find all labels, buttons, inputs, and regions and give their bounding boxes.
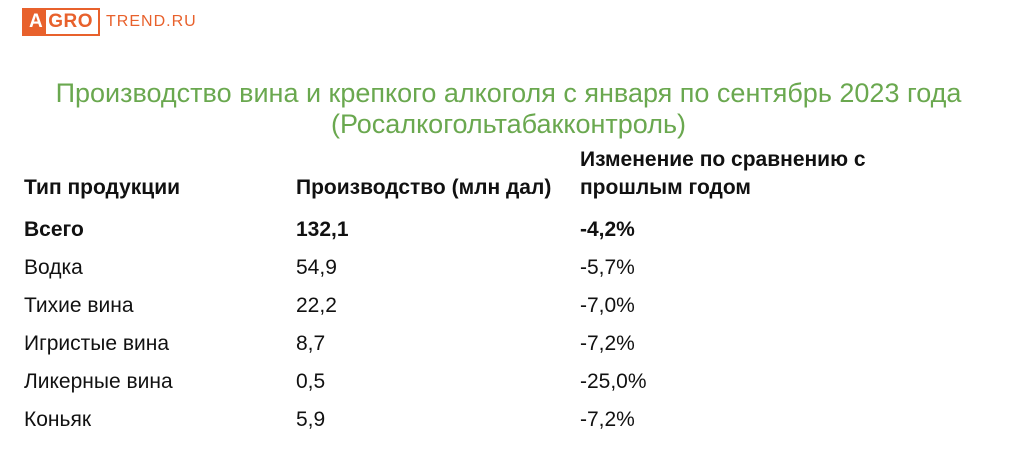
table-row: Ликерные вина 0,5 -25,0% (14, 358, 950, 396)
cell-change: -7,0% (580, 294, 635, 317)
table-row: Коньяк 5,9 -7,2% (14, 396, 950, 434)
cell-product: Водка (24, 256, 83, 279)
cell-change: -25,0% (580, 370, 647, 393)
logo-trend-text: TREND.RU (106, 13, 197, 30)
cell-production: 8,7 (296, 332, 326, 355)
table-row: Игристые вина 8,7 -7,2% (14, 320, 950, 358)
cell-production: 5,9 (296, 408, 326, 431)
logo-grow-text: GRO (48, 11, 94, 32)
agrotrend-logo: A GRO TREND.RU (22, 8, 197, 36)
table-row: Всего 132,1 -4,2% (14, 206, 950, 244)
page-title: Производство вина и крепкого алкоголя с … (55, 78, 962, 139)
table-header-row: Тип продукции Производство (млн дал) Изм… (14, 146, 950, 206)
cell-change: -4,2% (580, 218, 635, 241)
cell-production: 132,1 (296, 218, 349, 241)
cell-product: Игристые вина (24, 332, 170, 355)
cell-product: Коньяк (24, 408, 92, 431)
header-product-type: Тип продукции (24, 176, 181, 199)
header-change: Изменение по сравнению с прошлым годом (580, 148, 866, 199)
header-production: Производство (млн дал) (296, 176, 552, 199)
logo-letter-a: A (24, 10, 47, 34)
cell-production: 0,5 (296, 370, 326, 393)
cell-production: 22,2 (296, 294, 337, 317)
cell-product: Всего (24, 218, 84, 241)
table-row: Водка 54,9 -5,7% (14, 244, 950, 282)
cell-production: 54,9 (296, 256, 337, 279)
cell-change: -5,7% (580, 256, 635, 279)
logo-badge: A GRO (22, 8, 101, 36)
table-row: Тихие вина 22,2 -7,0% (14, 282, 950, 320)
production-table: Тип продукции Производство (млн дал) Изм… (14, 146, 950, 434)
cell-product: Тихие вина (24, 294, 134, 317)
cell-change: -7,2% (580, 332, 635, 355)
cell-product: Ликерные вина (24, 370, 173, 393)
cell-change: -7,2% (580, 408, 635, 431)
